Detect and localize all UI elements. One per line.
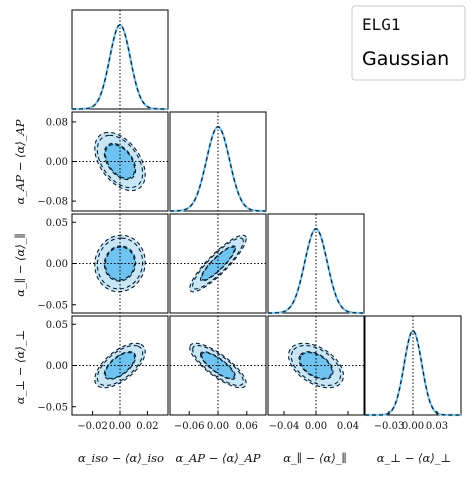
x-tick-label: −0.03: [374, 421, 405, 432]
gauss-contour-1sigma-inner: [104, 246, 136, 281]
x-label-perp: α_⊥ − ⟨α⟩_⊥: [377, 451, 452, 465]
gauss-contour-2sigma-outer: [189, 234, 247, 293]
legend-entry-elg1: ELG1: [362, 15, 401, 34]
panel-1d-par: [267, 213, 365, 315]
panel-2d-AP-par: [169, 213, 267, 314]
y-tick-label: −0.05: [37, 402, 68, 413]
y-tick-label: 0.00: [46, 157, 68, 168]
panel-1d-iso: [71, 9, 169, 111]
x-tick-label: 0.00: [109, 421, 131, 432]
y-label-ap: α_AP − ⟨α⟩_AP: [13, 119, 27, 204]
panel-2d-iso-perp: [71, 315, 169, 416]
gauss-contour-1sigma-outer: [103, 351, 137, 380]
x-tick-label: −0.06: [174, 421, 205, 432]
gauss-contour-2sigma-outer: [189, 342, 247, 389]
gauss-contour-1sigma-outer: [199, 245, 237, 282]
gauss-contour-1sigma-outer: [298, 351, 334, 380]
gauss-contour-1sigma-inner: [201, 352, 235, 379]
y-tick-label: 0.00: [46, 361, 68, 372]
gauss-contour-2sigma-outer: [94, 131, 146, 192]
x-tick-label: 0.04: [337, 421, 359, 432]
panel-1d-perp: [364, 315, 462, 417]
x-label-par: α_∥ − ⟨α⟩_∥: [283, 451, 347, 465]
panel-2d-iso-par: [71, 213, 169, 314]
legend-box: [351, 5, 466, 81]
panel-1d-AP: [169, 111, 267, 213]
x-tick-label: −0.02: [77, 421, 108, 432]
panel-2d-iso-AP: [71, 111, 169, 212]
gauss-contour-2sigma-outer: [94, 234, 146, 293]
y-label-perp: α_⊥ − ⟨α⟩_⊥: [13, 330, 27, 405]
gauss-contour-1sigma-outer: [199, 351, 237, 380]
gauss-contour-2sigma-inner: [96, 237, 144, 290]
marginal-curve-gaussian: [365, 330, 461, 416]
gauss-contour-1sigma-outer: [103, 142, 137, 181]
panel-2d-par-perp: [267, 315, 365, 416]
y-tick-label: 0.05: [46, 218, 68, 229]
y-tick-label: 0.08: [46, 117, 68, 128]
legend: ELG1 Gaussian: [351, 5, 466, 81]
x-label-ap: α_AP − ⟨α⟩_AP: [175, 451, 260, 465]
panel-2d-AP-perp: [169, 315, 267, 416]
gauss-contour-1sigma-inner: [104, 352, 136, 379]
x-label-iso: α_iso − ⟨α⟩_iso: [78, 451, 164, 465]
x-tick-label: 0.03: [426, 421, 448, 432]
y-label-par: α_∥ − ⟨α⟩_∥: [13, 233, 27, 297]
y-tick-label: −0.08: [37, 197, 68, 208]
gauss-contour-1sigma-inner: [299, 352, 333, 379]
x-tick-label: 0.02: [136, 421, 158, 432]
axis-labels: α_iso − ⟨α⟩_iso α_AP − ⟨α⟩_AP α_∥ − ⟨α⟩_…: [13, 119, 451, 465]
gauss-contour-2sigma-inner: [96, 344, 144, 387]
y-tick-label: −0.05: [37, 300, 68, 311]
gauss-contour-2sigma-outer: [288, 342, 344, 389]
y-tick-label: 0.00: [46, 259, 68, 270]
gauss-contour-2sigma-inner: [192, 344, 244, 387]
y-tick-label: 0.05: [46, 320, 68, 331]
gauss-contour-1sigma-inner: [104, 144, 136, 179]
x-tick-label: 0.00: [305, 421, 327, 432]
x-tick-label: 0.06: [236, 421, 258, 432]
x-tick-label: 0.00: [402, 421, 424, 432]
legend-entry-gaussian: Gaussian: [362, 48, 449, 70]
x-tick-label: −0.04: [269, 421, 300, 432]
x-tick-label: 0.00: [207, 421, 229, 432]
gauss-contour-2sigma-outer: [94, 342, 146, 389]
panel-frame: [169, 213, 267, 314]
gauss-contour-2sigma-inner: [192, 237, 244, 290]
panels: −0.08 0.00 0.08 −0.05 0.00 0.05 −0.05 0.00 0.05 −…: [37, 9, 462, 432]
gauss-contour-1sigma-outer: [103, 245, 137, 282]
